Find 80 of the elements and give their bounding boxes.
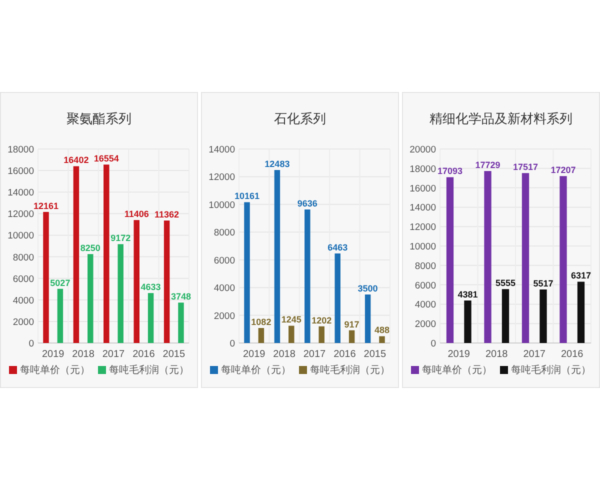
data-label: 1082 <box>251 317 272 328</box>
chart-title: 聚氨酯系列 <box>66 111 132 126</box>
legend-label: 每吨毛利润（元） <box>109 364 189 376</box>
y-tick-label: 10000 <box>8 230 34 242</box>
y-tick-label: 8000 <box>414 260 436 272</box>
x-tick-label: 2017 <box>303 349 326 360</box>
y-tick-label: 4000 <box>414 300 436 311</box>
y-tick-label: 0 <box>430 338 436 350</box>
y-tick-label: 18000 <box>410 164 436 175</box>
y-tick-label: 12000 <box>410 222 436 234</box>
legend-label: 每吨单价（元） <box>20 364 90 376</box>
data-label: 10161 <box>234 191 260 202</box>
legend-label: 每吨单价（元） <box>221 364 291 376</box>
x-tick-label: 2016 <box>561 349 584 360</box>
y-tick-label: 2000 <box>214 310 235 322</box>
y-tick-label: 14000 <box>410 202 436 214</box>
data-label: 1202 <box>312 315 332 326</box>
data-label: 11362 <box>154 210 180 220</box>
y-tick-label: 4000 <box>214 283 235 294</box>
data-label: 5555 <box>495 278 516 288</box>
y-tick-label: 10000 <box>410 242 436 252</box>
data-label: 488 <box>374 325 390 336</box>
data-label: 3748 <box>170 292 192 302</box>
x-tick-label: 2019 <box>448 349 470 360</box>
data-label: 16402 <box>64 155 89 166</box>
x-tick-label: 2018 <box>72 349 95 360</box>
data-label: 17207 <box>550 165 576 176</box>
data-label: 17729 <box>475 160 500 170</box>
data-label: 8250 <box>80 243 100 254</box>
x-tick-label: 2015 <box>364 349 386 360</box>
y-tick-label: 14000 <box>208 144 235 156</box>
y-tick-label: 0 <box>230 338 235 350</box>
chart-title: 石化系列 <box>274 111 326 126</box>
y-tick-label: 16000 <box>410 183 436 194</box>
data-label: 16554 <box>94 154 119 164</box>
y-tick-label: 2000 <box>12 316 34 328</box>
data-label: 6317 <box>570 270 592 281</box>
data-label: 3500 <box>358 284 378 294</box>
x-tick-label: 2015 <box>162 349 186 360</box>
data-label: 5027 <box>50 278 70 288</box>
y-tick-label: 14000 <box>8 188 34 199</box>
y-tick-label: 6000 <box>214 255 235 266</box>
x-tick-label: 2019 <box>242 349 266 360</box>
chart-title: 精细化学品及新材料系列 <box>430 111 572 126</box>
y-tick-label: 6000 <box>12 274 34 285</box>
y-tick-label: 6000 <box>414 280 436 292</box>
x-tick-label: 2017 <box>102 349 126 360</box>
y-tick-label: 0 <box>28 338 34 350</box>
data-label: 1245 <box>281 314 302 325</box>
y-tick-label: 18000 <box>8 144 34 156</box>
legend-label: 每吨毛利润（元） <box>310 364 390 376</box>
y-tick-label: 8000 <box>214 228 235 239</box>
x-tick-label: 2019 <box>42 349 65 360</box>
y-tick-label: 10000 <box>208 200 235 211</box>
data-label: 917 <box>344 319 360 330</box>
data-label: 4381 <box>458 290 478 300</box>
legend-label: 每吨毛利润（元） <box>511 364 591 376</box>
y-tick-label: 4000 <box>12 295 34 306</box>
legend-label: 每吨单价（元） <box>422 364 492 376</box>
data-label: 12161 <box>33 200 59 211</box>
y-tick-label: 20000 <box>410 144 436 156</box>
x-tick-label: 2017 <box>523 349 546 360</box>
data-label: 9636 <box>297 198 318 208</box>
y-tick-label: 16000 <box>8 166 34 178</box>
y-tick-label: 12000 <box>208 172 235 184</box>
y-tick-label: 2000 <box>414 319 436 330</box>
data-label: 9172 <box>110 233 131 244</box>
data-label: 4633 <box>140 282 161 292</box>
y-tick-label: 8000 <box>12 252 34 264</box>
x-tick-label: 2018 <box>273 349 296 360</box>
data-label: 17517 <box>512 162 538 172</box>
x-tick-label: 2016 <box>132 349 156 360</box>
data-label: 12483 <box>264 159 290 170</box>
data-label: 17093 <box>437 166 463 176</box>
data-label: 11406 <box>124 209 149 220</box>
x-tick-label: 2016 <box>334 349 356 360</box>
data-label: 5517 <box>533 278 554 288</box>
x-tick-label: 2018 <box>486 349 508 360</box>
data-label: 6463 <box>328 242 348 252</box>
y-tick-label: 12000 <box>8 209 34 220</box>
